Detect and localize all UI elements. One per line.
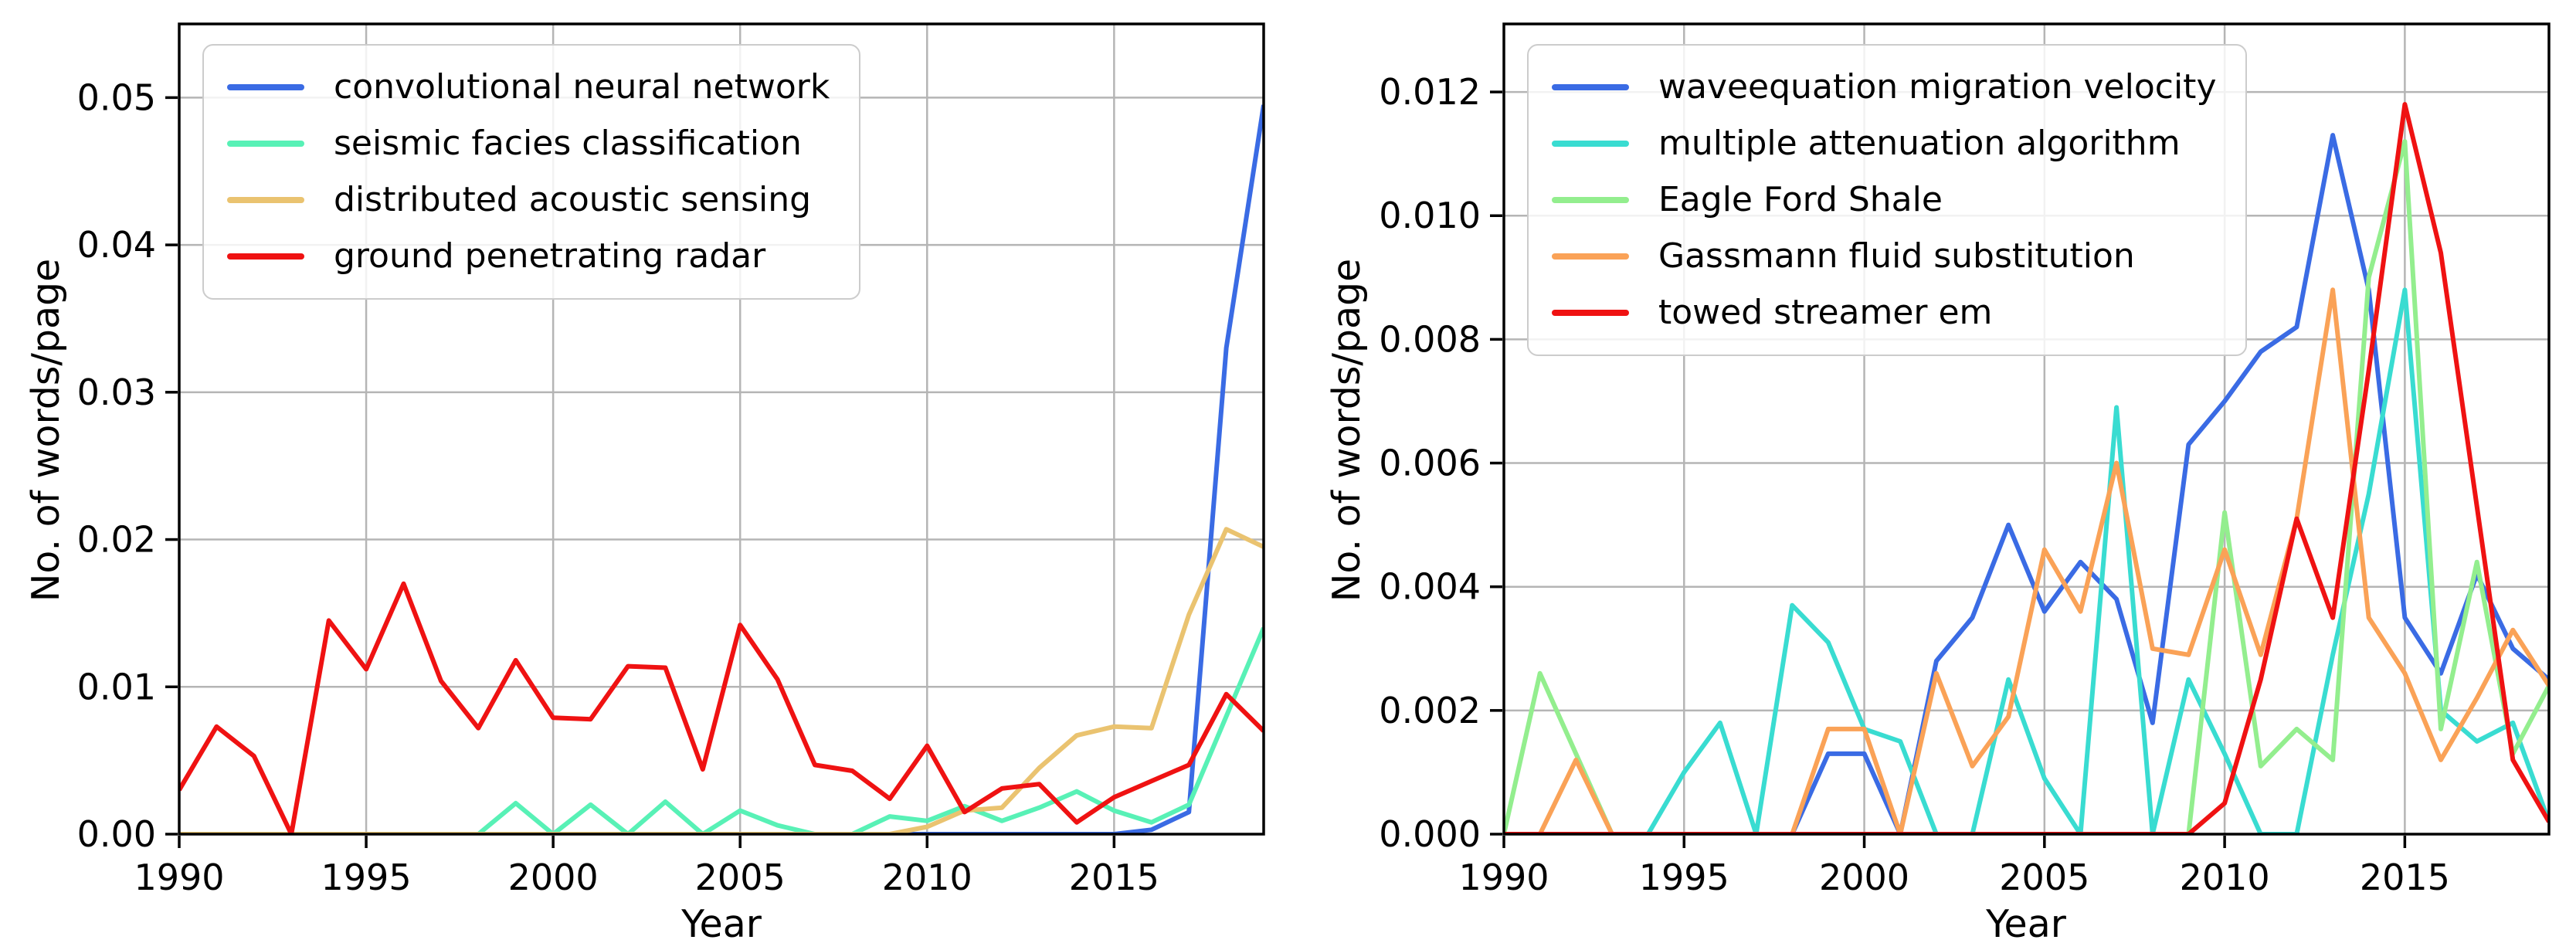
legend-swatch-cyan-line bbox=[1552, 141, 1629, 147]
y-tick-label: 0.004 bbox=[1379, 566, 1481, 608]
x-tick-label: 1995 bbox=[321, 857, 412, 898]
legend-item: Gassmann fluid substitution bbox=[1552, 235, 2216, 278]
y-tick-label: 0.006 bbox=[1379, 443, 1481, 484]
legend-swatch-red-line bbox=[1552, 310, 1629, 316]
x-tick-label: 2000 bbox=[508, 857, 599, 898]
series-line-ground-penetrating-radar bbox=[178, 581, 1264, 835]
legend-swatch-red-line bbox=[227, 253, 304, 260]
left-x-axis-label: Year bbox=[681, 902, 762, 946]
legend-item: ground penetrating radar bbox=[227, 235, 830, 278]
legend-swatch-blue-line bbox=[227, 84, 304, 90]
x-tick-label: 2015 bbox=[1069, 857, 1159, 898]
legend-label: waveequation migration velocity bbox=[1658, 67, 2217, 107]
x-tick-label: 1990 bbox=[1458, 857, 1549, 898]
y-tick-label: 0.010 bbox=[1379, 195, 1481, 236]
right-x-axis-label: Year bbox=[1986, 902, 2066, 946]
legend-swatch-lightgreen-line bbox=[1552, 197, 1629, 203]
x-tick-label: 2005 bbox=[1999, 857, 2089, 898]
legend-swatch-orange-line bbox=[1552, 253, 1629, 260]
x-tick-label: 2015 bbox=[2360, 857, 2450, 898]
series-line-multiple-attenuation-algorithm bbox=[1504, 287, 2550, 835]
legend-label: towed streamer em bbox=[1658, 293, 1993, 332]
plot-area-right: 1990 1995 2000 2005 2010 2015 0.000 0.002 0.004 0… bbox=[1379, 22, 2551, 898]
legend-item: Eagle Ford Shale bbox=[1552, 178, 2216, 222]
legend-label: convolutional neural network bbox=[334, 67, 830, 107]
x-tick-label: 1995 bbox=[1639, 857, 1729, 898]
y-tick-label: 0.02 bbox=[77, 519, 156, 561]
right-y-axis-label: No. of words/page bbox=[1325, 258, 1369, 602]
series-line-distributed-acoustic-sensing bbox=[179, 527, 1264, 835]
legend-left: convolutional neural network seismic fac… bbox=[202, 44, 861, 300]
y-tick-label: 0.01 bbox=[77, 666, 156, 707]
y-tick-label: 0.05 bbox=[77, 76, 156, 118]
left-y-axis-label: No. of words/page bbox=[24, 258, 68, 602]
x-tick-label: 2005 bbox=[695, 857, 786, 898]
legend-label: Gassmann fluid substitution bbox=[1658, 236, 2135, 276]
axes-spines bbox=[178, 22, 1265, 836]
y-tick-label: 0.03 bbox=[77, 372, 156, 413]
legend-item: towed streamer em bbox=[1552, 291, 2216, 334]
axes-spines bbox=[1502, 22, 2551, 836]
legend-swatch-tan-line bbox=[227, 197, 304, 203]
legend-item: seismic facies classification bbox=[227, 122, 830, 165]
legend-label: seismic facies classification bbox=[334, 124, 802, 163]
legend-item: convolutional neural network bbox=[227, 66, 830, 109]
legend-label: ground penetrating radar bbox=[334, 236, 766, 276]
legend-item: multiple attenuation algorithm bbox=[1552, 122, 2216, 165]
legend-item: waveequation migration velocity bbox=[1552, 66, 2216, 109]
y-tick-label: 0.002 bbox=[1379, 690, 1481, 731]
x-tick-label: 1990 bbox=[134, 857, 224, 898]
legend-swatch-blue-line bbox=[1552, 84, 1629, 90]
legend-item: distributed acoustic sensing bbox=[227, 178, 830, 222]
legend-label: distributed acoustic sensing bbox=[334, 180, 812, 219]
legend-swatch-mint-line bbox=[227, 141, 304, 147]
legend-label: Eagle Ford Shale bbox=[1658, 180, 1943, 219]
legend-right: waveequation migration velocity multiple… bbox=[1527, 44, 2248, 356]
x-tick-label: 2000 bbox=[1819, 857, 1909, 898]
legend-label: multiple attenuation algorithm bbox=[1658, 124, 2181, 163]
y-tick-label: 0.00 bbox=[77, 813, 156, 855]
y-tick-label: 0.012 bbox=[1379, 71, 1481, 113]
x-tick-label: 2010 bbox=[2180, 857, 2270, 898]
x-tick-label: 2010 bbox=[882, 857, 972, 898]
y-tick-label: 0.04 bbox=[77, 224, 156, 266]
y-tick-label: 0.000 bbox=[1379, 813, 1481, 855]
y-tick-label: 0.008 bbox=[1379, 318, 1481, 360]
